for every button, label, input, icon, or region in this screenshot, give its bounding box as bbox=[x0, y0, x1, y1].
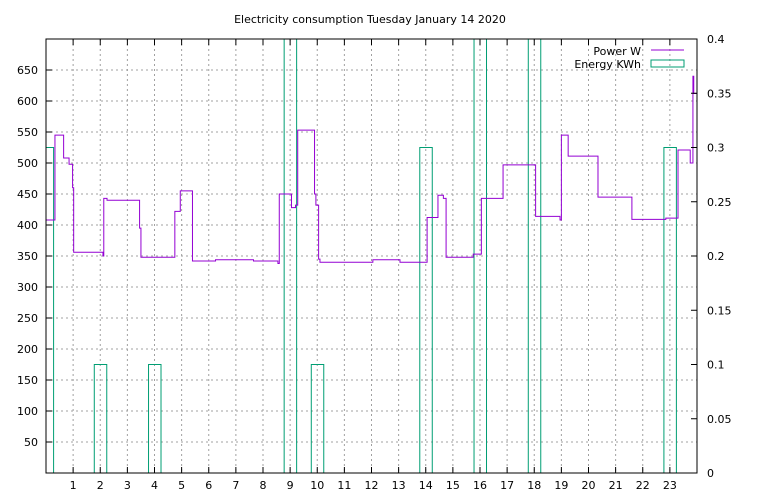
x-tick-label: 11 bbox=[337, 479, 351, 492]
x-tick-label: 9 bbox=[287, 479, 294, 492]
y-tick-label: 600 bbox=[17, 95, 38, 108]
legend-label-energy: Energy KWh bbox=[574, 58, 641, 71]
y-tick-label: 450 bbox=[17, 188, 38, 201]
x-tick-label: 22 bbox=[636, 479, 650, 492]
y-tick-label: 650 bbox=[17, 64, 38, 77]
x-tick-label: 19 bbox=[554, 479, 568, 492]
x-tick-label: 23 bbox=[663, 479, 677, 492]
x-tick-label: 10 bbox=[310, 479, 324, 492]
y-tick-label: 150 bbox=[17, 374, 38, 387]
legend-label-power: Power W bbox=[593, 45, 641, 58]
power-series bbox=[46, 75, 697, 264]
x-tick-label: 4 bbox=[151, 479, 158, 492]
y2-tick-label: 0.15 bbox=[707, 304, 732, 317]
y-tick-label: 100 bbox=[17, 405, 38, 418]
axes bbox=[45, 38, 698, 474]
y-tick-label: 550 bbox=[17, 126, 38, 139]
x-tick-label: 18 bbox=[527, 479, 541, 492]
x-tick-label: 21 bbox=[609, 479, 623, 492]
y-tick-label: 250 bbox=[17, 312, 38, 325]
y2-tick-label: 0.25 bbox=[707, 196, 732, 209]
y2-tick-label: 0 bbox=[707, 467, 714, 480]
grid-lines bbox=[46, 39, 697, 473]
power-line bbox=[46, 75, 697, 264]
x-tick-label: 13 bbox=[392, 479, 406, 492]
y2-tick-label: 0.35 bbox=[707, 87, 732, 100]
plot-border bbox=[45, 38, 698, 474]
x-tick-label: 17 bbox=[500, 479, 514, 492]
x-tick-label: 6 bbox=[205, 479, 212, 492]
y2-tick-label: 0.05 bbox=[707, 413, 732, 426]
x-tick-label: 8 bbox=[260, 479, 267, 492]
x-tick-label: 3 bbox=[124, 479, 131, 492]
legend: Power W Energy KWh bbox=[574, 45, 685, 71]
y-tick-label: 500 bbox=[17, 157, 38, 170]
legend-swatch-energy bbox=[650, 59, 685, 68]
x-tick-label: 1 bbox=[70, 479, 77, 492]
x-tick-label: 12 bbox=[365, 479, 379, 492]
y-tick-label: 50 bbox=[24, 436, 38, 449]
x-tick-label: 5 bbox=[178, 479, 185, 492]
x-tick-label: 7 bbox=[232, 479, 239, 492]
y2-tick-label: 0.2 bbox=[707, 250, 725, 263]
y-tick-label: 350 bbox=[17, 250, 38, 263]
y2-tick-label: 0.1 bbox=[707, 359, 725, 372]
y-tick-label: 300 bbox=[17, 281, 38, 294]
x-tick-label: 16 bbox=[473, 479, 487, 492]
x-tick-label: 14 bbox=[419, 479, 433, 492]
chart-title: Electricity consumption Tuesday January … bbox=[234, 13, 506, 26]
y-tick-label: 200 bbox=[17, 343, 38, 356]
x-tick-label: 2 bbox=[97, 479, 104, 492]
x-tick-label: 20 bbox=[582, 479, 596, 492]
y2-tick-label: 0.3 bbox=[707, 142, 725, 155]
x-tick-label: 15 bbox=[446, 479, 460, 492]
tick-labels: 1 2 3 4 5 6 7 8 9 10 11 12 13 14 15 16 17 18 19 20 21 22 23501… bbox=[17, 33, 732, 492]
y2-tick-label: 0.4 bbox=[707, 33, 725, 46]
y-tick-label: 400 bbox=[17, 219, 38, 232]
